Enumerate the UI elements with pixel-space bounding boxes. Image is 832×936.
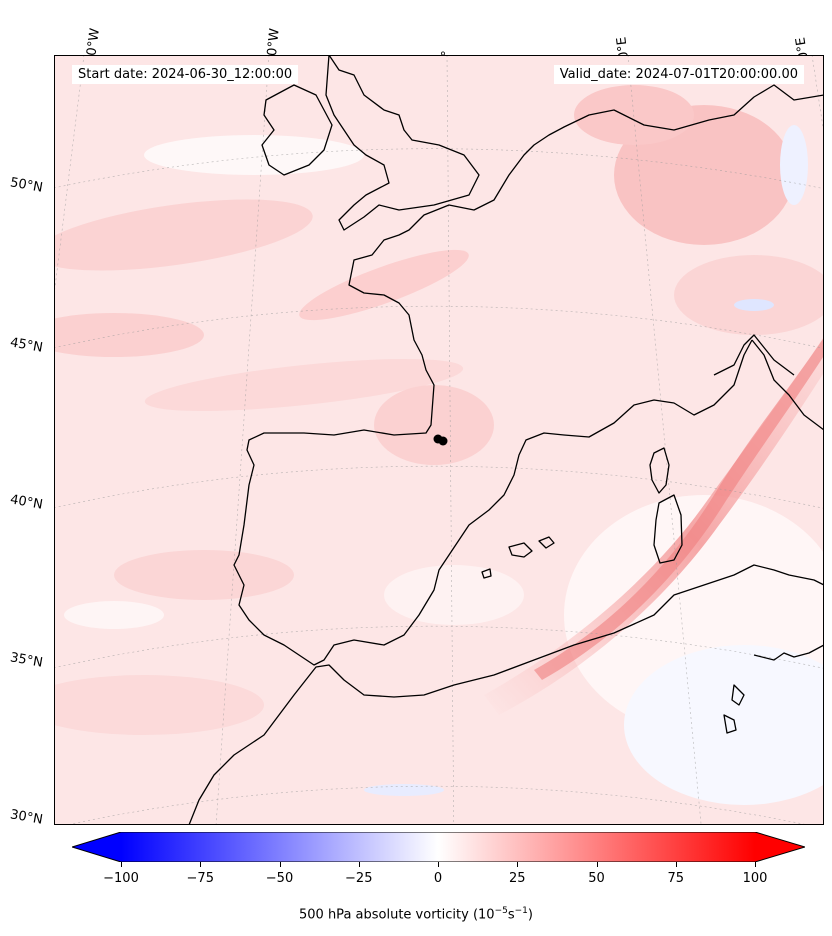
vorticity-patches	[54, 85, 824, 805]
colorbar-tick-label: 25	[508, 871, 526, 886]
map-frame	[54, 55, 824, 825]
lat-label-30n: 30°N	[8, 807, 44, 828]
station-markers	[433, 434, 448, 446]
marker	[438, 436, 448, 446]
lat-label-50n: 50°N	[8, 175, 44, 196]
colorbar-tick-label: −25	[345, 871, 373, 886]
coastlines	[188, 55, 824, 825]
map-panel	[54, 55, 824, 825]
lat-label-45n: 45°N	[8, 335, 44, 356]
colorbar-tick-label: −100	[103, 871, 139, 886]
colorbar-tick-mark	[596, 862, 598, 867]
colorbar-tick-label: 0	[433, 871, 443, 886]
colorbar-tick-mark	[121, 862, 122, 867]
colorbar-gradient	[121, 832, 755, 862]
vorticity-band	[484, 336, 824, 715]
colorbar-tick-label: 50	[588, 871, 605, 886]
caption-end: )	[527, 907, 533, 923]
colorbar-tick-mark	[675, 862, 677, 867]
lat-label-40n: 40°N	[8, 492, 44, 513]
colorbar-low-extension	[72, 832, 121, 862]
colorbar-tick-label: −75	[186, 871, 214, 886]
valid-date-label: Valid_date: 2024-07-01T20:00:00.00	[553, 65, 804, 84]
colorbar	[72, 832, 805, 862]
colorbar-caption: 500 hPa absolute vorticity (10−5s−1)	[0, 906, 832, 922]
colorbar-tick-label: −50	[265, 871, 294, 886]
start-date-label: Start date: 2024-06-30_12:00:00	[72, 65, 299, 84]
lat-label-35n: 35°N	[8, 650, 44, 671]
caption-text: 500 hPa absolute vorticity (10	[299, 907, 495, 923]
caption-exponent-1: −5	[494, 906, 508, 916]
colorbar-tick-mark	[438, 862, 439, 867]
colorbar-tick-mark	[517, 862, 519, 867]
colorbar-tick-mark	[279, 862, 281, 867]
colorbar-tick-label: 75	[667, 871, 685, 886]
caption-units: s	[507, 907, 515, 923]
colorbar-high-extension	[755, 832, 805, 862]
colorbar-tick-label: 100	[742, 871, 768, 886]
colorbar-tick-mark	[358, 862, 360, 867]
colorbar-tick-mark	[200, 862, 202, 867]
colorbar-tick-mark	[755, 862, 756, 867]
caption-exponent-2: −1	[514, 906, 528, 916]
